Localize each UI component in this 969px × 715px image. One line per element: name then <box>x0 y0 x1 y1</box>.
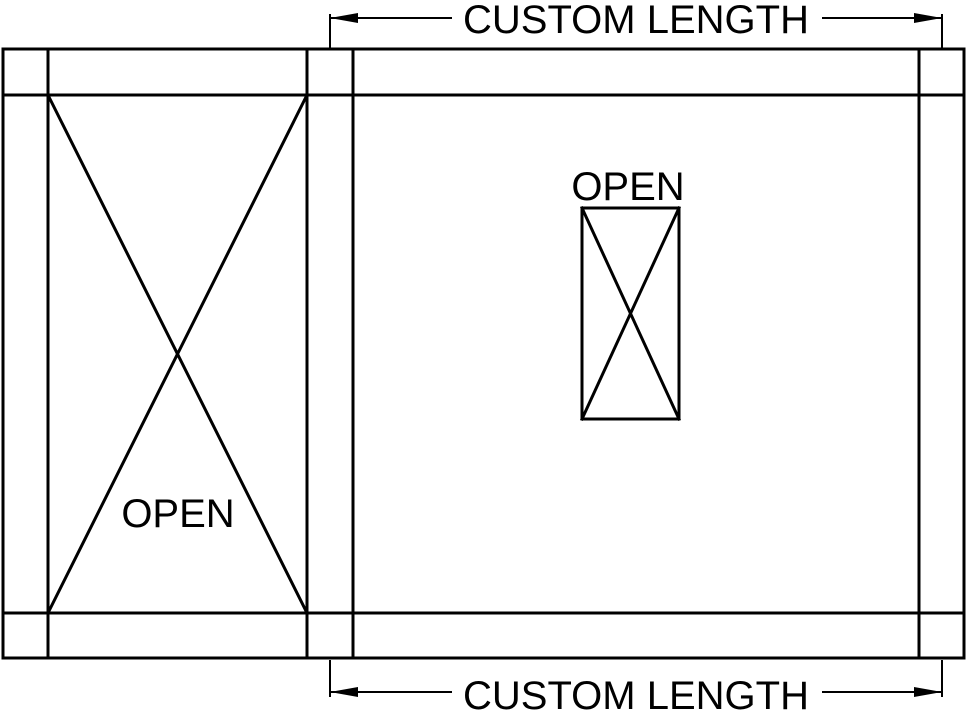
bottom-arrow-left-icon <box>330 687 358 697</box>
outer-frame <box>1 47 966 660</box>
bottom-label-mask <box>452 674 822 715</box>
outer-frame-rect <box>1 47 966 660</box>
bottom-dimension-label: CUSTOM LENGTH <box>463 674 809 715</box>
bottom-arrow-right-icon <box>914 687 942 697</box>
top-arrow-left-icon <box>330 13 358 23</box>
bottom-dimension: CUSTOM LENGTH <box>329 660 943 715</box>
left-opening-label: OPEN <box>121 492 234 536</box>
top-dimension-label: CUSTOM LENGTH <box>463 0 809 42</box>
top-arrow-right-icon <box>914 13 942 23</box>
center-opening-diagonal-b <box>580 206 681 421</box>
left-opening: OPEN <box>45 92 310 616</box>
top-dimension: CUSTOM LENGTH <box>329 0 943 48</box>
center-opening-label: OPEN <box>571 165 684 209</box>
center-opening: OPEN <box>571 165 685 421</box>
posts <box>46 47 921 660</box>
center-opening-rect <box>580 206 681 421</box>
left-opening-diagonal-b <box>45 92 310 616</box>
top-label-mask <box>452 0 822 38</box>
